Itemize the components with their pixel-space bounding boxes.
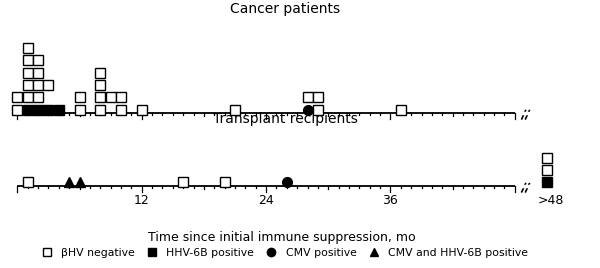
Text: 12: 12 xyxy=(134,193,149,207)
Text: >48: >48 xyxy=(537,193,563,207)
Legend: βHV negative, HHV-6B positive, CMV positive, CMV and HHV-6B positive: βHV negative, HHV-6B positive, CMV posit… xyxy=(32,244,532,263)
Text: Time since initial immune suppression, mo: Time since initial immune suppression, m… xyxy=(148,231,416,244)
Text: 24: 24 xyxy=(258,193,274,207)
Text: 36: 36 xyxy=(383,193,398,207)
Title: Transplant recipients: Transplant recipients xyxy=(212,112,358,126)
Title: Cancer patients: Cancer patients xyxy=(230,2,340,16)
